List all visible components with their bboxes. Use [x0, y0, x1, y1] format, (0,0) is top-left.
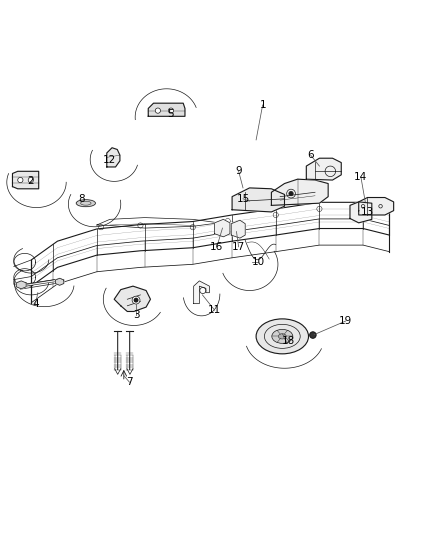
Ellipse shape [279, 334, 286, 339]
Polygon shape [231, 220, 245, 238]
Polygon shape [114, 286, 150, 311]
Text: 14: 14 [354, 172, 367, 182]
Polygon shape [107, 148, 120, 167]
Text: 13: 13 [361, 207, 374, 217]
Polygon shape [194, 281, 209, 304]
Text: 19: 19 [339, 316, 352, 326]
Text: 16: 16 [210, 242, 223, 252]
Polygon shape [232, 188, 285, 212]
Text: 3: 3 [133, 310, 139, 319]
Circle shape [18, 177, 23, 183]
Circle shape [132, 296, 140, 304]
Text: 5: 5 [168, 109, 174, 119]
Text: 2: 2 [27, 176, 34, 187]
Ellipse shape [256, 319, 308, 354]
Circle shape [155, 108, 160, 113]
Text: 11: 11 [208, 305, 221, 315]
Polygon shape [215, 220, 230, 237]
Text: 8: 8 [78, 194, 85, 204]
Text: 6: 6 [307, 150, 314, 160]
Polygon shape [359, 198, 394, 215]
Circle shape [168, 108, 173, 113]
Text: 17: 17 [232, 242, 245, 252]
Text: 10: 10 [252, 257, 265, 267]
Circle shape [28, 177, 33, 183]
Circle shape [310, 332, 316, 338]
Polygon shape [16, 281, 26, 289]
Text: 18: 18 [282, 336, 296, 346]
Polygon shape [306, 158, 341, 180]
Polygon shape [350, 202, 372, 223]
Circle shape [134, 298, 138, 302]
Ellipse shape [76, 200, 95, 207]
Text: 12: 12 [103, 155, 117, 165]
Text: 4: 4 [32, 298, 39, 309]
Text: 9: 9 [235, 166, 242, 176]
Ellipse shape [272, 329, 293, 343]
Circle shape [289, 191, 293, 196]
Polygon shape [12, 171, 39, 189]
Text: 7: 7 [126, 377, 133, 387]
Polygon shape [56, 278, 64, 285]
Polygon shape [272, 179, 328, 205]
Text: 15: 15 [237, 194, 250, 204]
Polygon shape [148, 103, 185, 116]
Text: 1: 1 [259, 100, 266, 110]
